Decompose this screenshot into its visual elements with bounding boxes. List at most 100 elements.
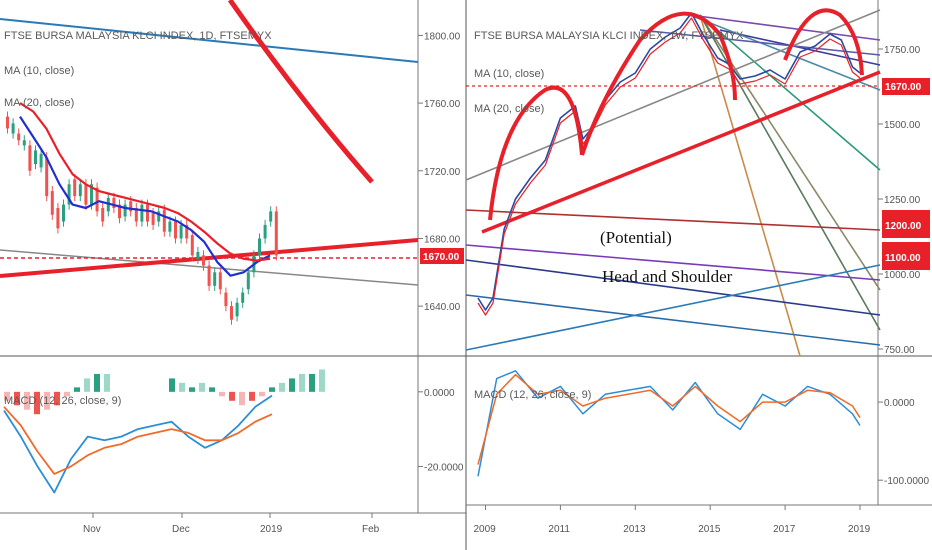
left-y-tick-label-2: 1720.00: [424, 167, 461, 178]
right-x-tick-label-4: 2017: [773, 524, 796, 535]
left-macd-hist-25: [309, 373, 315, 392]
right-fan-line-12: [465, 264, 881, 351]
right-macd-line-1: [477, 373, 861, 465]
right-x-tick-label-3: 2015: [698, 524, 721, 535]
right-right-shoulder-arc: [783, 8, 864, 76]
right-price-badge: [882, 78, 930, 95]
left-candle-12: [73, 179, 77, 197]
left-macd-hist-20: [259, 391, 265, 397]
left-candle-3: [22, 140, 26, 146]
left-candle-43: [246, 272, 250, 290]
left-chart-title: FTSE BURSA MALAYSIA KLCI INDEX, 1D, FTSE…: [4, 30, 272, 42]
left-macd-line-1: [3, 406, 273, 475]
left-candle-23: [134, 208, 138, 222]
left-y-tick-label-1: 1760.00: [424, 99, 461, 110]
left-candle-48: [274, 211, 278, 256]
left-macd-y-tick-label-0: 0.0000: [424, 388, 455, 399]
left-macd-hist-18: [239, 391, 245, 406]
left-candle-8: [50, 191, 54, 215]
left-candle-36: [207, 265, 211, 286]
left-macd-hist-17: [229, 391, 235, 401]
right-fan-line-5: [689, 14, 881, 41]
left-candle-34: [196, 252, 200, 259]
right-fan-line-6: [689, 14, 881, 91]
right-1100-badge-text: 1100.00: [885, 253, 921, 264]
left-macd-hist-2: [24, 391, 30, 410]
right-fan-line-11: [465, 294, 881, 346]
left-candle-5: [34, 150, 37, 164]
right-fan-line-8: [465, 209, 881, 231]
left-candle-13: [78, 184, 82, 197]
right-macd-pane: 0.0000 -100.0000: [477, 370, 929, 487]
left-x-tick-label-0: Nov: [83, 524, 101, 535]
left-macd-hist-11: [169, 378, 175, 392]
right-fan-line-7: [639, 29, 881, 56]
left-candle-4: [28, 145, 32, 171]
left-macd-hist-26: [319, 369, 325, 392]
right-fan-line-9: [465, 244, 881, 281]
left-x-tick-label-3: Feb: [362, 524, 380, 535]
left-macd-hist-19: [249, 391, 255, 401]
right-macd-y-tick-label-1: -100.0000: [884, 476, 929, 487]
right-y-tick-label-3: 1000.00: [884, 270, 921, 281]
left-candle-22: [129, 201, 133, 212]
left-candle-19: [112, 197, 116, 208]
right-x-tick-label-2: 2013: [623, 524, 646, 535]
right-1100-badge: [882, 242, 930, 270]
right-left-shoulder-arc: [488, 85, 584, 221]
left-candle-7: [45, 157, 49, 197]
left-candle-1: [11, 123, 15, 134]
left-macd-hist-23: [289, 378, 295, 392]
left-candle-2: [17, 133, 21, 141]
left-macd-hist-1: [14, 391, 20, 406]
left-trendline-blue: [0, 18, 419, 63]
left-macd-hist-3: [34, 391, 40, 415]
left-candle-14: [84, 184, 88, 205]
left-candle-0: [6, 116, 9, 129]
left-candle-39: [224, 292, 228, 307]
right-macd-y-tick-label-0: 0.0000: [884, 398, 915, 409]
left-macd-hist-22: [279, 382, 285, 392]
left-ma20-label: MA (20, close): [4, 97, 74, 109]
left-price-badge-text: 1670.00: [423, 252, 460, 263]
left-candle-45: [258, 238, 261, 256]
right-macd-label: MACD (12, 26, close, 9): [474, 389, 591, 401]
left-macd-hist-14: [199, 382, 205, 392]
left-macd-hist-0: [4, 391, 10, 401]
left-macd-line-0: [3, 394, 273, 494]
left-macd-hist-15: [209, 387, 215, 392]
left-macd-hist-16: [219, 391, 225, 397]
right-fan-line-0: [699, 14, 801, 357]
left-candle-28: [162, 209, 166, 232]
left-candle-20: [118, 204, 121, 219]
right-fan-line-13: [465, 9, 881, 181]
left-macd-hist-8: [84, 378, 90, 392]
right-y-tick-label-1: 1500.00: [884, 120, 921, 131]
left-macd-hist-9: [94, 373, 100, 392]
right-fan-line-4: [719, 29, 881, 66]
left-ma10-label: MA (10, close): [4, 65, 74, 77]
left-price-badge: [420, 248, 464, 264]
right-1200-badge-text: 1200.00: [885, 221, 922, 232]
right-x-tick-label-1: 2011: [548, 524, 570, 535]
right-price-pane: 1750.00 1500.00 1250.00 1000.00 750.00 2009 20…: [465, 8, 921, 535]
left-macd-hist-4: [44, 391, 50, 410]
left-macd-hist-10: [104, 373, 110, 392]
left-y-tick-label-0: 1800.00: [424, 31, 461, 42]
right-neckline: [481, 70, 881, 234]
left-macd-hist-5: [54, 391, 60, 406]
left-x-tick-label-2: 2019: [260, 524, 283, 535]
right-macd-line-0: [477, 370, 861, 477]
left-y-tick-label-4: 1640.00: [424, 302, 461, 313]
right-1200-badge: [882, 210, 930, 238]
right-ma20-label: MA (20, close): [474, 103, 544, 115]
left-candle-41: [235, 302, 239, 317]
annotation-potential: (Potential): [600, 228, 672, 247]
left-macd-hist-13: [189, 387, 195, 392]
left-candle-16: [95, 187, 99, 212]
left-trendline-red: [0, 238, 419, 278]
right-head-arc: [580, 11, 737, 156]
left-curve-red: [227, 0, 374, 184]
right-price-badge-text: 1670.00: [885, 82, 922, 93]
